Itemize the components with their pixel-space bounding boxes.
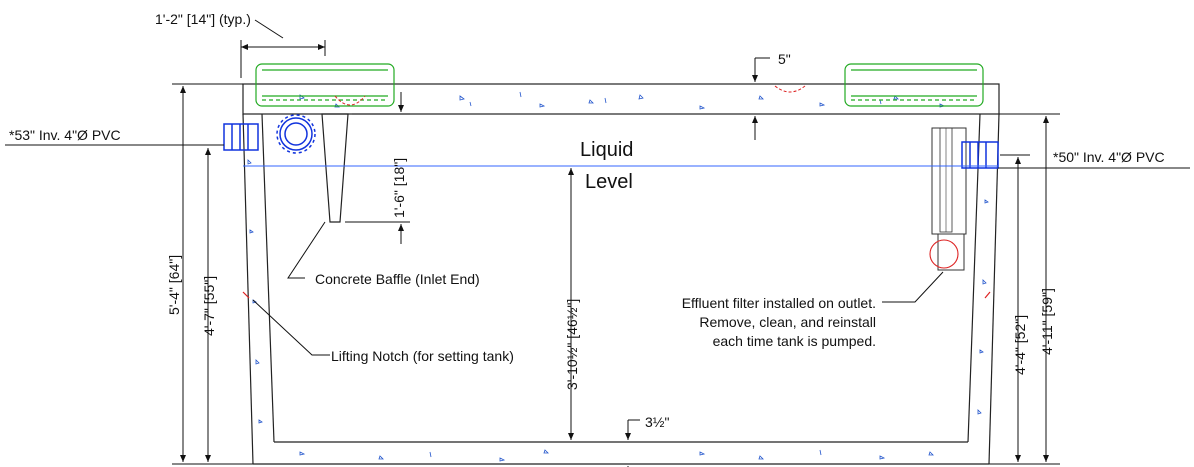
- lid-thickness-text: 5": [778, 51, 791, 67]
- outlet-overall-dimension: 4'-11" [59"]: [989, 113, 1060, 465]
- filter-text-1: Effluent filter installed on outlet.: [682, 295, 876, 311]
- lifting-notch-icon: [242, 291, 250, 299]
- concrete-baffle: [321, 113, 349, 223]
- outlet-height-dimension: 4'-4" [52"]: [1000, 154, 1030, 462]
- tank-lid-slab: [242, 83, 1000, 115]
- lid-thickness-dimension: 5": [752, 51, 791, 140]
- outlet-invert-text: *50" Inv. 4"Ø PVC: [1053, 149, 1165, 165]
- riser-lid-icon: [844, 63, 984, 107]
- outlet-invert-callout: *50" Inv. 4"Ø PVC: [998, 149, 1190, 169]
- baffle-drop-dimension: 1'-6" [18"]: [345, 92, 410, 244]
- level-label: Level: [585, 171, 633, 193]
- lifting-notch-callout: Lifting Notch (for setting tank): [242, 291, 991, 364]
- baffle-callout: Concrete Baffle (Inlet End): [287, 221, 480, 287]
- liquid-depth-dimension: 3'-10½" [46½"]: [564, 168, 580, 440]
- outlet-pipe-icon: [961, 141, 999, 169]
- overall-height-text: 5'-4" [64"]: [166, 255, 182, 315]
- filter-text-2: Remove, clean, and reinstall: [699, 314, 876, 330]
- overall-height-dimension: 5'-4" [64"]: [166, 83, 253, 465]
- baffle-callout-text: Concrete Baffle (Inlet End): [315, 271, 480, 287]
- inlet-invert-callout: *53" Inv. 4"Ø PVC: [5, 127, 224, 146]
- right-outer-wall: [988, 113, 1000, 465]
- filter-callout: Effluent filter installed on outlet. Rem…: [682, 271, 944, 349]
- center-fitting: [774, 85, 806, 93]
- inlet-height-text: 4'-7" [55"]: [201, 276, 217, 336]
- liquid-depth-text: 3'-10½" [46½"]: [564, 299, 580, 390]
- outlet-height-text: 4'-4" [52"]: [1012, 315, 1028, 375]
- liquid-label: Liquid: [580, 139, 633, 161]
- baffle-drop-text: 1'-6" [18"]: [391, 158, 407, 218]
- outlet-overall-text: 4'-11" [59"]: [1039, 288, 1055, 355]
- typ-dimension: 1'-2" [14"] (typ.): [155, 11, 326, 78]
- inlet-invert-text: *53" Inv. 4"Ø PVC: [9, 127, 121, 143]
- typ-dim-text: 1'-2" [14"] (typ.): [155, 11, 251, 27]
- filter-text-3: each time tank is pumped.: [713, 333, 876, 349]
- inlet-pipe-icon: [223, 123, 259, 151]
- riser-lid-icon: [255, 63, 395, 107]
- inlet-tee-icon: [276, 114, 316, 154]
- effluent-filter-icon: [929, 127, 967, 271]
- floor-thickness-text: 3½": [645, 414, 669, 430]
- floor-thickness-dimension: 3½": [625, 414, 669, 467]
- inlet-height-dimension: 4'-7" [55"]: [201, 148, 217, 462]
- notch-callout-text: Lifting Notch (for setting tank): [331, 348, 514, 364]
- left-outer-wall: [242, 113, 254, 465]
- inlet-riser: [255, 63, 395, 107]
- left-inner-wall: [261, 113, 275, 443]
- outlet-riser: [844, 63, 984, 107]
